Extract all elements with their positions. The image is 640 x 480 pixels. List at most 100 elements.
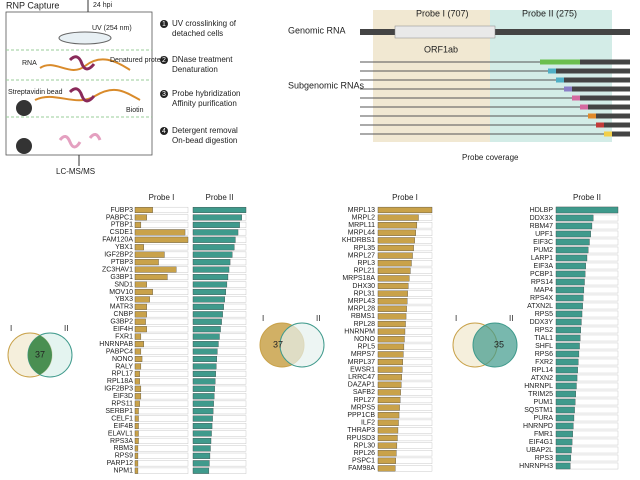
gene-label: LARP1: [531, 255, 553, 262]
gene-label: ZC3HAV1: [102, 266, 133, 273]
step-text: UV crosslinking of detached cells: [172, 19, 237, 38]
gene-label: FMR1: [534, 431, 553, 438]
subgenomic-label: Subgenomic RNAs: [288, 80, 365, 90]
gene-label: RPL27: [354, 397, 376, 404]
gene-label: RPL18A: [107, 378, 133, 385]
bar-track: [134, 348, 189, 355]
bar: [134, 296, 150, 303]
subgenomic-orf: [580, 104, 588, 110]
bar: [555, 446, 572, 454]
subgenomic-body: [596, 122, 630, 128]
gene-label: RPL35: [354, 245, 376, 252]
bar: [555, 318, 582, 326]
gene-label: DDX3X: [530, 215, 554, 222]
gene-label: UPF1: [535, 231, 553, 238]
bar: [134, 244, 144, 251]
bar: [192, 348, 218, 355]
bar: [377, 298, 408, 305]
gene-label: PABPC1: [106, 214, 133, 221]
step-badge: [160, 90, 168, 98]
bar: [377, 222, 418, 229]
subgenomic-orf: [564, 86, 572, 92]
bar: [377, 434, 398, 442]
bar: [377, 336, 405, 343]
bar: [377, 358, 403, 366]
bar: [555, 326, 581, 334]
dish: [58, 31, 112, 45]
gene-label: SAFB2: [353, 389, 375, 396]
gene-label: RPS3: [535, 455, 553, 462]
gene-label: DDX3Y: [530, 319, 554, 326]
bar: [192, 244, 235, 251]
gene-label: NONO: [112, 356, 134, 363]
protein-label: Denatured protein: [110, 57, 166, 64]
bar: [377, 267, 411, 274]
gene-label: HNRNPH3: [519, 463, 553, 470]
subgenomic-body: [580, 104, 630, 110]
gene-label: MRPL28: [348, 306, 375, 313]
bar: [377, 366, 403, 373]
bar: [192, 363, 217, 370]
bar: [134, 259, 159, 266]
gene-label: RPL26: [354, 450, 376, 457]
subgenomic-body: [564, 86, 630, 92]
bar: [192, 303, 224, 310]
gene-label: HNRNPD: [523, 423, 553, 430]
bar: [192, 229, 239, 236]
subgenomic-body: [540, 59, 630, 65]
probe-2-label: Probe II (275): [522, 8, 577, 18]
venn-count: 37: [273, 339, 283, 349]
bar: [555, 302, 583, 310]
bar: [134, 356, 143, 362]
gene-label: RPS4X: [530, 295, 553, 302]
bar-track: [134, 445, 189, 452]
gene-label: RBM3: [114, 445, 134, 452]
bar: [555, 214, 594, 222]
bar: [377, 396, 401, 404]
step-number: 4: [162, 128, 166, 135]
bar: [377, 206, 433, 214]
bar-track: [134, 415, 189, 422]
bar: [192, 378, 216, 385]
gene-label: G3BP2: [110, 319, 133, 326]
bar: [192, 445, 211, 452]
gene-label: EIF3C: [533, 239, 553, 246]
venn-label-b: II: [316, 314, 320, 323]
gene-label: RPS14: [531, 279, 553, 286]
bar: [555, 390, 576, 398]
bar: [192, 467, 210, 474]
gene-label: MRPL37: [348, 359, 375, 366]
bar-track: [134, 333, 189, 340]
bar: [192, 259, 231, 266]
panel-c: FUBP3PABPC1PTBP1CSDE1FAM120AYBX1IGF2BP2P…: [7, 193, 619, 475]
bar: [555, 246, 589, 254]
bar: [377, 404, 400, 411]
gene-label: PTBP1: [111, 222, 133, 229]
bar: [192, 423, 213, 430]
gene-label: G3BP1: [110, 274, 133, 281]
gene-label: EIF3D: [113, 393, 133, 400]
output-label: LC-MS/MS: [56, 167, 95, 176]
bar: [377, 457, 396, 464]
bar: [134, 214, 147, 221]
subgenomic-orf: [548, 68, 556, 74]
bar: [377, 328, 406, 335]
bar: [377, 229, 416, 236]
digest-drawing: [58, 133, 102, 149]
bar: [377, 343, 405, 350]
gene-label: RPS2: [535, 327, 553, 334]
gene-label: RPL31: [354, 290, 376, 297]
subgenomic-orf: [540, 59, 580, 65]
gene-label: SQSTM1: [524, 407, 553, 414]
bar: [192, 318, 222, 325]
bar-track: [134, 460, 189, 467]
series-header: Probe II: [573, 193, 601, 202]
bar: [192, 281, 228, 288]
gene-label: RBM47: [530, 223, 553, 230]
gene-label: IGF2BP2: [104, 252, 133, 259]
bar: [134, 341, 144, 348]
bar: [134, 408, 139, 415]
gene-label: CNBP: [114, 311, 134, 318]
bar: [555, 462, 571, 470]
gene-label: CELF1: [111, 415, 133, 422]
